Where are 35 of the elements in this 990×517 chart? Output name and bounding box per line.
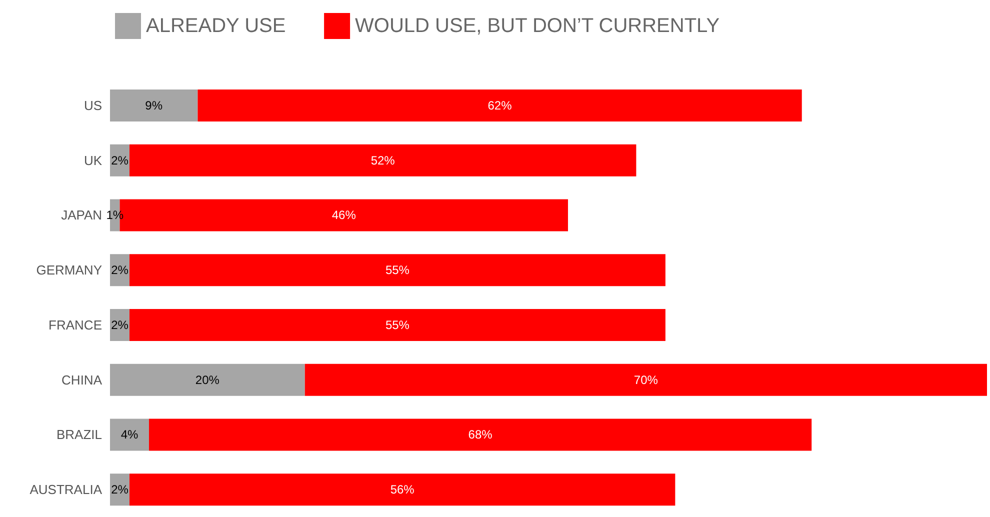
- data-label: 2%: [111, 263, 129, 278]
- legend-label: ALREADY USE: [146, 15, 286, 37]
- bar: [110, 364, 305, 396]
- data-label: 52%: [370, 153, 396, 168]
- data-label: 55%: [385, 318, 410, 332]
- bar: [110, 89, 198, 122]
- legend-label: WOULD USE, BUT DON’T CURRENTLY: [355, 15, 720, 37]
- data-label: 46%: [332, 208, 356, 222]
- data-label: 20%: [195, 372, 220, 387]
- y-tick-label: AUSTRALIA: [30, 482, 102, 498]
- data-label: 56%: [390, 482, 415, 497]
- data-label: 62%: [488, 98, 512, 112]
- bar: [129, 254, 666, 286]
- data-label: 68%: [468, 428, 493, 442]
- bar: [198, 89, 802, 122]
- bar: [304, 364, 987, 396]
- data-label: 2%: [111, 153, 129, 168]
- y-tick-label: GERMANY: [36, 262, 102, 278]
- y-tick-label: FRANCE: [48, 317, 102, 332]
- bar: [129, 308, 666, 341]
- y-tick-label: CHINA: [62, 372, 102, 388]
- bar: [129, 144, 636, 176]
- y-tick-label: US: [84, 98, 102, 113]
- y-tick-label: BRAZIL: [56, 427, 102, 442]
- bar: [110, 418, 149, 451]
- data-label: 4%: [120, 428, 138, 442]
- data-label: 2%: [111, 318, 129, 332]
- bar: [129, 474, 676, 506]
- bar: [148, 418, 812, 451]
- data-label: 70%: [634, 372, 658, 387]
- y-tick-label: UK: [84, 152, 102, 168]
- data-label: 2%: [111, 482, 129, 497]
- y-tick-label: JAPAN: [61, 208, 102, 223]
- data-label: 55%: [385, 263, 410, 278]
- data-label: 9%: [145, 98, 163, 112]
